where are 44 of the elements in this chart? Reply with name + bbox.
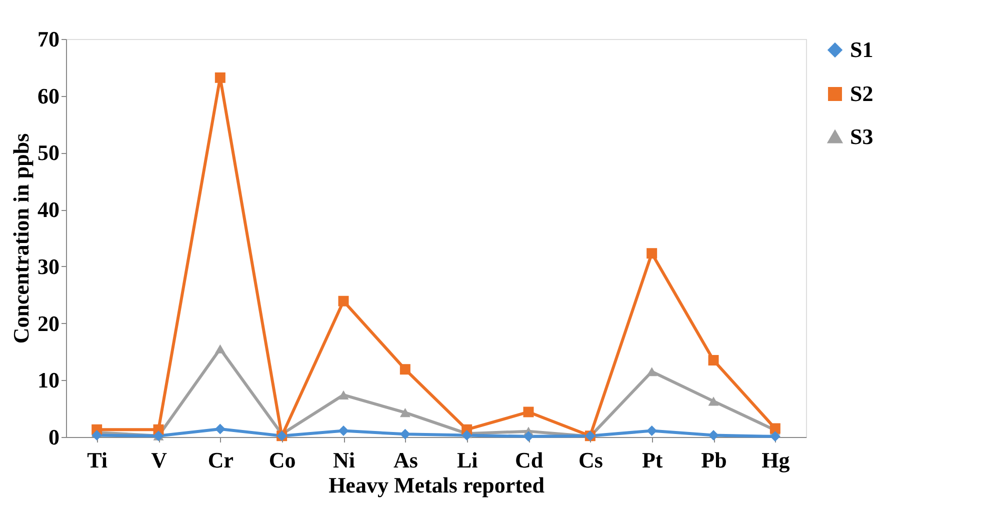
x-tick-label: Ti — [87, 448, 108, 472]
x-tick-label: Cr — [208, 448, 234, 472]
y-tick-label: 30 — [38, 254, 60, 279]
legend-label: S2 — [850, 81, 874, 106]
x-tick-label: Pb — [701, 448, 727, 472]
point — [338, 296, 349, 306]
point — [400, 408, 410, 418]
point — [338, 390, 349, 400]
point — [708, 396, 719, 406]
y-tick-label: 40 — [38, 197, 60, 222]
point — [92, 430, 102, 441]
y-tick-label: 10 — [38, 368, 60, 393]
legend-label: S1 — [850, 37, 874, 62]
point — [646, 426, 658, 436]
point — [646, 248, 658, 259]
x-tick-label: As — [393, 448, 418, 472]
y-tick-label: 20 — [38, 310, 60, 336]
y-tick-label: 50 — [38, 140, 60, 166]
point — [400, 428, 410, 440]
x-tick-label: Hg — [762, 448, 790, 472]
x-tick-label: Pt — [642, 448, 664, 472]
point — [708, 355, 719, 366]
x-tick-label: Li — [456, 448, 478, 472]
point — [708, 430, 719, 441]
y-tick-label: 70 — [38, 26, 60, 52]
legend-label: S3 — [850, 124, 874, 149]
point — [338, 426, 349, 436]
point — [523, 431, 534, 442]
y-tick-label: 60 — [38, 83, 60, 108]
point — [400, 364, 410, 375]
point — [646, 367, 658, 376]
y-tick-label: 0 — [48, 424, 60, 450]
x-tick-label: V — [151, 448, 168, 472]
point — [462, 430, 472, 441]
x-tick-label: Ni — [333, 448, 355, 472]
point — [523, 406, 534, 418]
x-axis-title: Heavy Metals reported — [328, 472, 544, 498]
x-tick-label: Cs — [578, 448, 604, 472]
point — [214, 344, 226, 354]
x-tick-label: Cd — [514, 448, 544, 472]
point — [214, 424, 226, 434]
x-tick-label: Co — [268, 448, 296, 472]
point — [214, 72, 226, 83]
y-axis-title: Concentration in ppbs — [8, 132, 34, 344]
